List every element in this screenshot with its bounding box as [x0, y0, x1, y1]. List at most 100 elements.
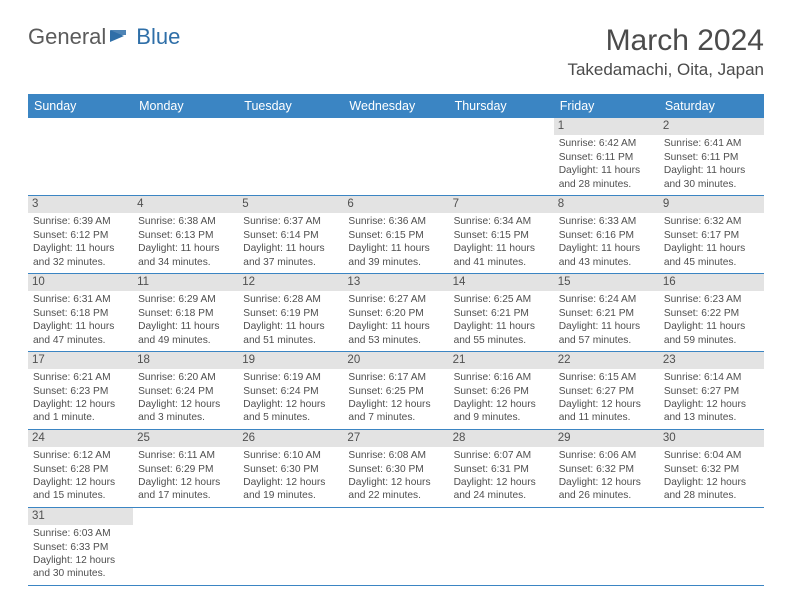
sunrise-text: Sunrise: 6:28 AM [243, 293, 338, 306]
daylight-text: Daylight: 12 hours and 24 minutes. [454, 476, 549, 503]
day-cell [343, 508, 448, 585]
day-info: Sunrise: 6:12 AMSunset: 6:28 PMDaylight:… [32, 449, 129, 503]
daylight-text: Daylight: 11 hours and 51 minutes. [243, 320, 338, 347]
sunset-text: Sunset: 6:31 PM [454, 463, 549, 476]
sunrise-text: Sunrise: 6:12 AM [33, 449, 128, 462]
day-number: 2 [659, 118, 764, 135]
sunrise-text: Sunrise: 6:08 AM [348, 449, 443, 462]
sunset-text: Sunset: 6:27 PM [559, 385, 654, 398]
daylight-text: Daylight: 11 hours and 30 minutes. [664, 164, 759, 191]
daylight-text: Daylight: 11 hours and 47 minutes. [33, 320, 128, 347]
daylight-text: Daylight: 12 hours and 28 minutes. [664, 476, 759, 503]
sunset-text: Sunset: 6:33 PM [33, 541, 128, 554]
location: Takedamachi, Oita, Japan [567, 60, 764, 80]
day-cell: 10Sunrise: 6:31 AMSunset: 6:18 PMDayligh… [28, 274, 133, 351]
day-info: Sunrise: 6:06 AMSunset: 6:32 PMDaylight:… [558, 449, 655, 503]
sunset-text: Sunset: 6:12 PM [33, 229, 128, 242]
sunrise-text: Sunrise: 6:03 AM [33, 527, 128, 540]
daylight-text: Daylight: 11 hours and 43 minutes. [559, 242, 654, 269]
day-info: Sunrise: 6:07 AMSunset: 6:31 PMDaylight:… [453, 449, 550, 503]
day-number: 20 [343, 352, 448, 369]
day-cell: 31Sunrise: 6:03 AMSunset: 6:33 PMDayligh… [28, 508, 133, 585]
daylight-text: Daylight: 12 hours and 9 minutes. [454, 398, 549, 425]
day-info: Sunrise: 6:24 AMSunset: 6:21 PMDaylight:… [558, 293, 655, 347]
daylight-text: Daylight: 12 hours and 22 minutes. [348, 476, 443, 503]
day-cell [238, 118, 343, 195]
sunset-text: Sunset: 6:15 PM [348, 229, 443, 242]
sunrise-text: Sunrise: 6:37 AM [243, 215, 338, 228]
day-cell: 21Sunrise: 6:16 AMSunset: 6:26 PMDayligh… [449, 352, 554, 429]
sunrise-text: Sunrise: 6:23 AM [664, 293, 759, 306]
day-cell: 23 Sunrise: 6:14 AMSunset: 6:27 PMDayligh… [659, 352, 764, 429]
sunset-text: Sunset: 6:17 PM [664, 229, 759, 242]
day-info: Sunrise: 6:41 AMSunset: 6:11 PMDaylight:… [663, 137, 760, 191]
day-header: Monday [133, 94, 238, 118]
sunrise-text: Sunrise: 6:31 AM [33, 293, 128, 306]
day-number: 3 [28, 196, 133, 213]
sunset-text: Sunset: 6:26 PM [454, 385, 549, 398]
sunrise-text: Sunrise: 6:14 AM [664, 371, 759, 384]
sunset-text: Sunset: 6:25 PM [348, 385, 443, 398]
day-info: Sunrise: 6:11 AMSunset: 6:29 PMDaylight:… [137, 449, 234, 503]
day-header: Friday [554, 94, 659, 118]
sunset-text: Sunset: 6:30 PM [348, 463, 443, 476]
day-info: Sunrise: 6:17 AMSunset: 6:25 PMDaylight:… [347, 371, 444, 425]
daylight-text: Daylight: 12 hours and 3 minutes. [138, 398, 233, 425]
day-cell [28, 118, 133, 195]
day-number: 9 [659, 196, 764, 213]
day-number: 29 [554, 430, 659, 447]
day-info: Sunrise: 6:16 AMSunset: 6:26 PMDaylight:… [453, 371, 550, 425]
daylight-text: Daylight: 11 hours and 53 minutes. [348, 320, 443, 347]
day-header: Saturday [659, 94, 764, 118]
sunset-text: Sunset: 6:32 PM [664, 463, 759, 476]
day-info: Sunrise: 6:04 AMSunset: 6:32 PMDaylight:… [663, 449, 760, 503]
daylight-text: Daylight: 12 hours and 1 minute. [33, 398, 128, 425]
header-right: March 2024 Takedamachi, Oita, Japan [567, 24, 764, 80]
day-info: Sunrise: 6:39 AMSunset: 6:12 PMDaylight:… [32, 215, 129, 269]
day-info: Sunrise: 6:14 AMSunset: 6:27 PMDaylight:… [663, 371, 760, 425]
day-number: 30 [659, 430, 764, 447]
day-cell: 1Sunrise: 6:42 AMSunset: 6:11 PMDaylight… [554, 118, 659, 195]
day-cell: 4Sunrise: 6:38 AMSunset: 6:13 PMDaylight… [133, 196, 238, 273]
day-number: 4 [133, 196, 238, 213]
week-row: 1Sunrise: 6:42 AMSunset: 6:11 PMDaylight… [28, 118, 764, 196]
sunset-text: Sunset: 6:32 PM [559, 463, 654, 476]
day-number: 26 [238, 430, 343, 447]
day-cell: 15Sunrise: 6:24 AMSunset: 6:21 PMDayligh… [554, 274, 659, 351]
day-info: Sunrise: 6:23 AMSunset: 6:22 PMDaylight:… [663, 293, 760, 347]
sunset-text: Sunset: 6:23 PM [33, 385, 128, 398]
day-cell: 6Sunrise: 6:36 AMSunset: 6:15 PMDaylight… [343, 196, 448, 273]
logo: General Blue [28, 24, 180, 50]
day-cell: 22Sunrise: 6:15 AMSunset: 6:27 PMDayligh… [554, 352, 659, 429]
day-cell: 3 Sunrise: 6:39 AMSunset: 6:12 PMDaylight… [28, 196, 133, 273]
day-number: 27 [343, 430, 448, 447]
day-cell: 30 Sunrise: 6:04 AMSunset: 6:32 PMDayligh… [659, 430, 764, 507]
day-cell: 17Sunrise: 6:21 AMSunset: 6:23 PMDayligh… [28, 352, 133, 429]
day-number: 13 [343, 274, 448, 291]
day-cell: 13 Sunrise: 6:27 AMSunset: 6:20 PMDayligh… [343, 274, 448, 351]
day-header-row: SundayMondayTuesdayWednesdayThursdayFrid… [28, 94, 764, 118]
week-row: 17Sunrise: 6:21 AMSunset: 6:23 PMDayligh… [28, 352, 764, 430]
daylight-text: Daylight: 11 hours and 41 minutes. [454, 242, 549, 269]
sunrise-text: Sunrise: 6:16 AM [454, 371, 549, 384]
daylight-text: Daylight: 11 hours and 32 minutes. [33, 242, 128, 269]
sunset-text: Sunset: 6:11 PM [664, 151, 759, 164]
day-number: 23 [659, 352, 764, 369]
day-cell: 8Sunrise: 6:33 AMSunset: 6:16 PMDaylight… [554, 196, 659, 273]
sunset-text: Sunset: 6:15 PM [454, 229, 549, 242]
sunset-text: Sunset: 6:14 PM [243, 229, 338, 242]
daylight-text: Daylight: 12 hours and 13 minutes. [664, 398, 759, 425]
day-cell: 2 Sunrise: 6:41 AMSunset: 6:11 PMDaylight… [659, 118, 764, 195]
day-cell: 12Sunrise: 6:28 AMSunset: 6:19 PMDayligh… [238, 274, 343, 351]
sunset-text: Sunset: 6:29 PM [138, 463, 233, 476]
sunrise-text: Sunrise: 6:10 AM [243, 449, 338, 462]
sunset-text: Sunset: 6:16 PM [559, 229, 654, 242]
sunrise-text: Sunrise: 6:07 AM [454, 449, 549, 462]
sunset-text: Sunset: 6:20 PM [348, 307, 443, 320]
day-info: Sunrise: 6:37 AMSunset: 6:14 PMDaylight:… [242, 215, 339, 269]
day-cell [343, 118, 448, 195]
day-number: 5 [238, 196, 343, 213]
day-info: Sunrise: 6:27 AMSunset: 6:20 PMDaylight:… [347, 293, 444, 347]
sunset-text: Sunset: 6:27 PM [664, 385, 759, 398]
daylight-text: Daylight: 12 hours and 5 minutes. [243, 398, 338, 425]
